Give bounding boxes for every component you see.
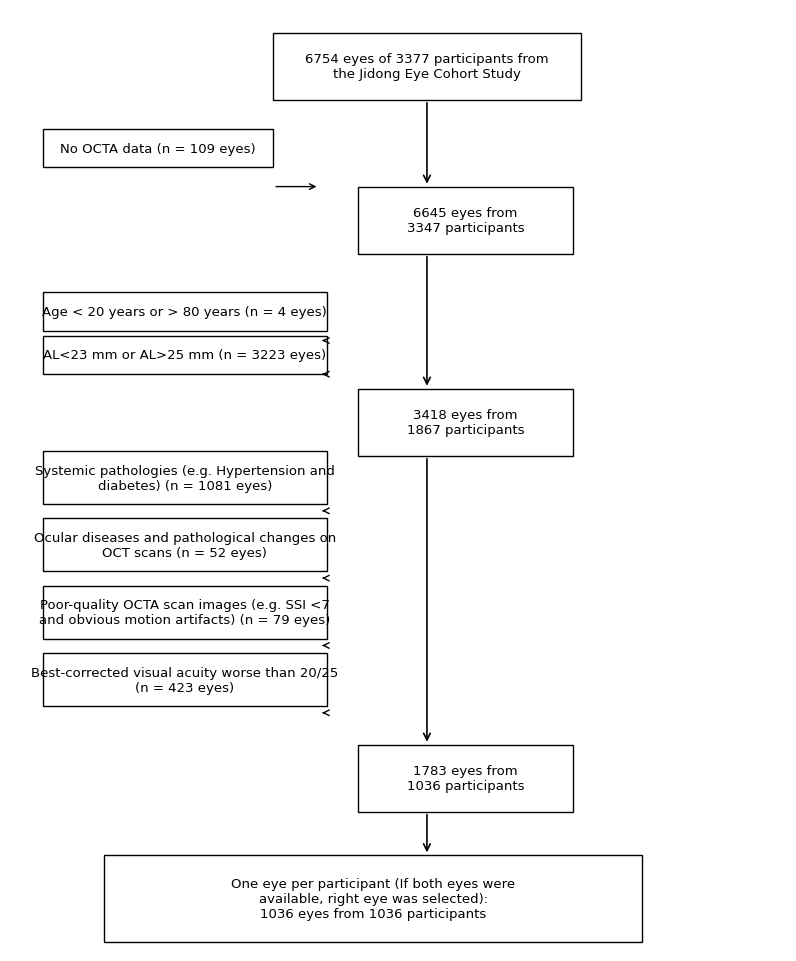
Text: Best-corrected visual acuity worse than 20/25
(n = 423 eyes): Best-corrected visual acuity worse than … xyxy=(31,666,338,694)
FancyBboxPatch shape xyxy=(357,389,573,456)
FancyBboxPatch shape xyxy=(42,653,327,706)
FancyBboxPatch shape xyxy=(42,293,327,332)
FancyBboxPatch shape xyxy=(357,745,573,812)
Text: One eye per participant (If both eyes were
available, right eye was selected):
1: One eye per participant (If both eyes we… xyxy=(231,877,515,920)
Text: 1783 eyes from
1036 participants: 1783 eyes from 1036 participants xyxy=(407,764,524,793)
Text: Age < 20 years or > 80 years (n = 4 eyes): Age < 20 years or > 80 years (n = 4 eyes… xyxy=(42,306,327,319)
Text: 6645 eyes from
3347 participants: 6645 eyes from 3347 participants xyxy=(407,207,525,235)
Text: 6754 eyes of 3377 participants from
the Jidong Eye Cohort Study: 6754 eyes of 3377 participants from the … xyxy=(305,53,548,82)
FancyBboxPatch shape xyxy=(357,187,573,255)
Text: Systemic pathologies (e.g. Hypertension and
diabetes) (n = 1081 eyes): Systemic pathologies (e.g. Hypertension … xyxy=(35,464,334,492)
FancyBboxPatch shape xyxy=(273,34,581,101)
Text: No OCTA data (n = 109 eyes): No OCTA data (n = 109 eyes) xyxy=(60,142,256,156)
FancyBboxPatch shape xyxy=(42,130,273,168)
FancyBboxPatch shape xyxy=(42,586,327,639)
Text: Ocular diseases and pathological changes on
OCT scans (n = 52 eyes): Ocular diseases and pathological changes… xyxy=(33,531,336,559)
FancyBboxPatch shape xyxy=(104,855,642,942)
Text: Poor-quality OCTA scan images (e.g. SSI <7
and obvious motion artifacts) (n = 79: Poor-quality OCTA scan images (e.g. SSI … xyxy=(39,599,330,627)
FancyBboxPatch shape xyxy=(42,336,327,375)
FancyBboxPatch shape xyxy=(42,519,327,572)
Text: 3418 eyes from
1867 participants: 3418 eyes from 1867 participants xyxy=(407,408,524,437)
Text: AL<23 mm or AL>25 mm (n = 3223 eyes): AL<23 mm or AL>25 mm (n = 3223 eyes) xyxy=(43,349,326,362)
FancyBboxPatch shape xyxy=(42,452,327,505)
